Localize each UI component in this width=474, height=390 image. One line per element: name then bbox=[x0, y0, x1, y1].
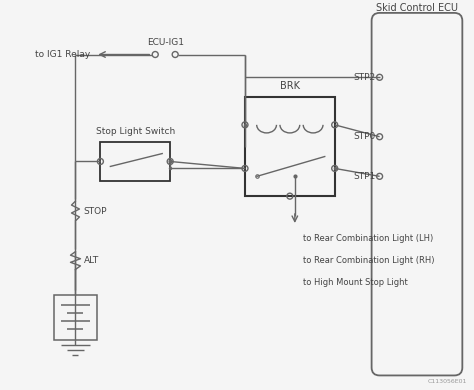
Text: to Rear Combination Light (LH): to Rear Combination Light (LH) bbox=[303, 234, 433, 243]
Text: C113056E01: C113056E01 bbox=[428, 379, 467, 385]
Bar bbox=[100, 142, 170, 181]
Text: ALT: ALT bbox=[83, 256, 99, 265]
Text: STOP: STOP bbox=[83, 207, 107, 216]
Bar bbox=[54, 295, 98, 340]
Text: to IG1 Relay: to IG1 Relay bbox=[35, 50, 91, 59]
Bar bbox=[245, 97, 335, 196]
Text: STP2: STP2 bbox=[354, 73, 375, 82]
Text: STP0: STP0 bbox=[353, 132, 375, 141]
Text: ECU-IG1: ECU-IG1 bbox=[147, 37, 184, 46]
Text: STP1: STP1 bbox=[353, 172, 375, 181]
Text: to Rear Combination Light (RH): to Rear Combination Light (RH) bbox=[303, 256, 434, 265]
Text: Stop Light Switch: Stop Light Switch bbox=[96, 127, 175, 136]
Text: Skid Control ECU: Skid Control ECU bbox=[376, 3, 458, 13]
Text: to High Mount Stop Light: to High Mount Stop Light bbox=[303, 278, 408, 287]
Text: BRK: BRK bbox=[280, 81, 300, 91]
